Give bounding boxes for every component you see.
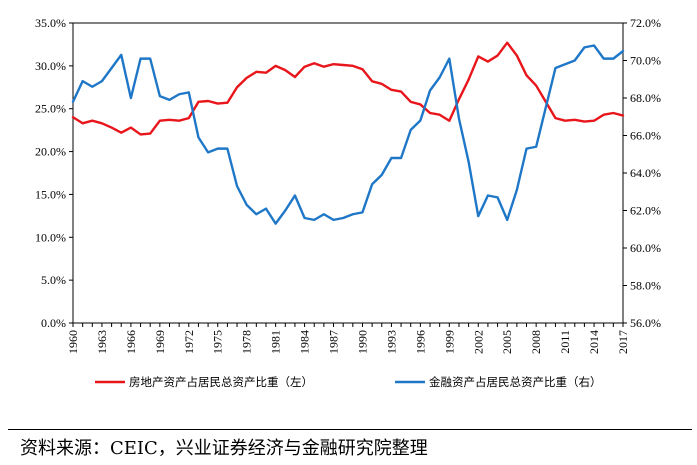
right-axis-tick-label: 70.0% bbox=[630, 54, 661, 68]
left-axis-tick-label: 25.0% bbox=[35, 102, 66, 116]
right-axis-tick-label: 56.0% bbox=[630, 316, 661, 330]
x-axis-tick-label: 1975 bbox=[211, 330, 225, 354]
x-axis-tick-label: 1999 bbox=[442, 330, 456, 354]
right-axis-tick-label: 66.0% bbox=[630, 129, 661, 143]
source-note: 资料来源：CEIC，兴业证券经济与金融研究院整理 bbox=[20, 438, 428, 459]
left-axis-tick-label: 15.0% bbox=[35, 187, 66, 201]
left-axis-tick-label: 30.0% bbox=[35, 59, 66, 73]
x-axis-tick-label: 1978 bbox=[240, 330, 254, 354]
left-axis-tick-label: 20.0% bbox=[35, 145, 66, 159]
legend-label-financial: 金融资产占居民总资产比重（右） bbox=[429, 375, 602, 389]
x-axis-tick-label: 1963 bbox=[95, 330, 109, 354]
right-axis-tick-label: 68.0% bbox=[630, 91, 661, 105]
left-axis-tick-label: 5.0% bbox=[41, 273, 66, 287]
real-estate-share-line bbox=[71, 41, 625, 136]
right-axis-tick-label: 64.0% bbox=[630, 166, 661, 180]
x-axis-tick-label: 2005 bbox=[500, 330, 514, 354]
x-axis-tick-label: 1969 bbox=[153, 330, 167, 354]
divider-line bbox=[8, 429, 692, 430]
x-axis-tick-label: 1987 bbox=[327, 330, 341, 354]
x-axis-tick-label: 2017 bbox=[616, 330, 630, 354]
x-axis-tick-label: 1966 bbox=[124, 330, 138, 354]
x-axis-tick-label: 2014 bbox=[587, 330, 601, 354]
plot-frame bbox=[72, 22, 624, 324]
right-axis-tick-label: 72.0% bbox=[630, 16, 661, 30]
left-axis-tick-label: 10.0% bbox=[35, 230, 66, 244]
x-axis-tick-label: 2008 bbox=[529, 330, 543, 354]
dual-axis-line-chart: 0.0% 5.0% 10.0% 15.0% 20.0% 25.0% 30.0% 35.0% 56… bbox=[35, 16, 661, 389]
x-axis-tick-label: 1990 bbox=[355, 330, 369, 354]
legend-label-real-estate: 房地产资产占居民总资产比重（左） bbox=[129, 375, 313, 389]
x-axis-tick-label: 1984 bbox=[298, 330, 312, 354]
financial-asset-share-line bbox=[71, 44, 625, 225]
x-axis-tick-label: 1993 bbox=[384, 330, 398, 354]
right-axis-tick-label: 58.0% bbox=[630, 279, 661, 293]
left-axis-tick-label: 35.0% bbox=[35, 16, 66, 30]
x-axis-tick-label: 1960 bbox=[66, 330, 80, 354]
right-axis-tick-label: 60.0% bbox=[630, 241, 661, 255]
x-axis-tick-label: 1981 bbox=[269, 330, 283, 354]
chart-area: 0.0% 5.0% 10.0% 15.0% 20.0% 25.0% 30.0% 35.0% 56… bbox=[35, 16, 661, 389]
x-axis-tick-label: 2002 bbox=[471, 330, 485, 354]
right-axis-tick-label: 62.0% bbox=[630, 204, 661, 218]
x-axis-tick-label: 2011 bbox=[558, 330, 572, 354]
left-axis-tick-label: 0.0% bbox=[41, 316, 66, 330]
x-axis-tick-label: 1972 bbox=[182, 330, 196, 354]
x-axis-tick-label: 1996 bbox=[413, 330, 427, 354]
